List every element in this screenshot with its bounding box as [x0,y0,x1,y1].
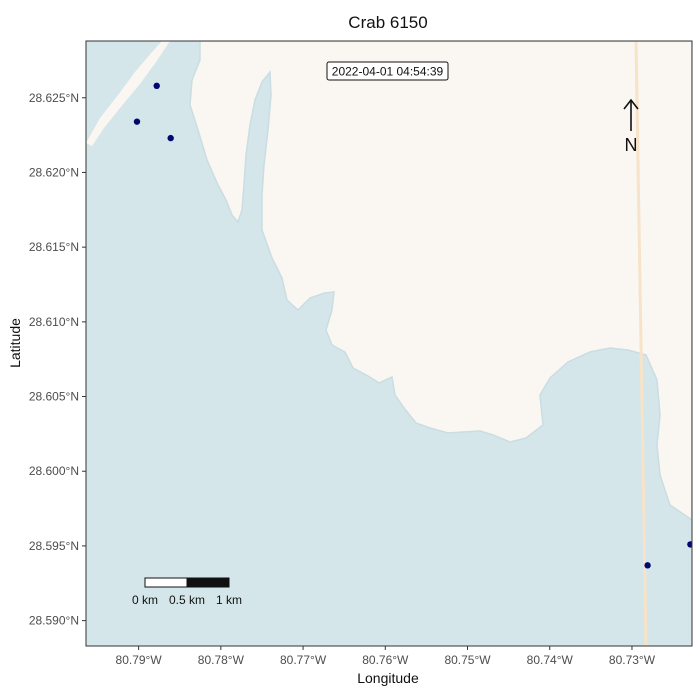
scale-label-half: 0.5 km [169,593,205,607]
y-tick-label: 28.595°N [29,539,79,553]
y-tick-label: 28.615°N [29,240,79,254]
data-point [687,541,692,548]
land-area [189,41,692,521]
x-axis-title: Longitude [357,670,419,686]
y-tick-label: 28.620°N [29,165,79,179]
scale-label-1: 1 km [216,593,242,607]
timestamp-text: 2022-04-01 04:54:39 [332,65,444,79]
scale-bar-segment-white [144,577,188,588]
map-title: Crab 6150 [348,13,427,32]
arrowhead-icon [623,98,639,110]
map-panel: 2022-04-01 04:54:39 N 0 km 0.5 km 1 km [86,41,692,646]
road-line [634,41,648,646]
x-tick-label: 80.77°W [280,653,327,667]
y-axis: 28.590°N 28.595°N 28.600°N 28.605°N 28.610°N… [29,91,86,628]
x-tick-label: 80.79°W [116,653,163,667]
timestamp-label: 2022-04-01 04:54:39 [326,61,449,81]
y-tick-label: 28.600°N [29,464,79,478]
scale-bar-segment-black [186,577,230,588]
scale-label-0: 0 km [132,593,158,607]
y-axis-title: Latitude [7,318,23,368]
data-point [167,134,174,142]
y-tick-label: 28.590°N [29,614,79,628]
north-arrow-label: N [625,135,638,155]
x-tick-label: 80.73°W [609,653,656,667]
y-tick-label: 28.610°N [29,315,79,329]
x-tick-label: 80.75°W [444,653,491,667]
data-point [153,82,160,90]
x-tick-label: 80.74°W [527,653,574,667]
data-points [133,82,692,569]
data-point [133,118,141,125]
panel-border [85,40,693,647]
north-arrow: N [623,98,639,155]
y-tick-label: 28.605°N [29,390,79,404]
x-tick-label: 80.78°W [198,653,245,667]
sandbar [86,41,170,146]
x-tick-label: 80.76°W [362,653,409,667]
x-axis: 80.79°W 80.78°W 80.77°W 80.76°W 80.75°W 80.74… [116,646,656,667]
y-tick-label: 28.625°N [29,91,79,105]
data-point [644,562,651,569]
scale-bar: 0 km 0.5 km 1 km [132,577,242,607]
